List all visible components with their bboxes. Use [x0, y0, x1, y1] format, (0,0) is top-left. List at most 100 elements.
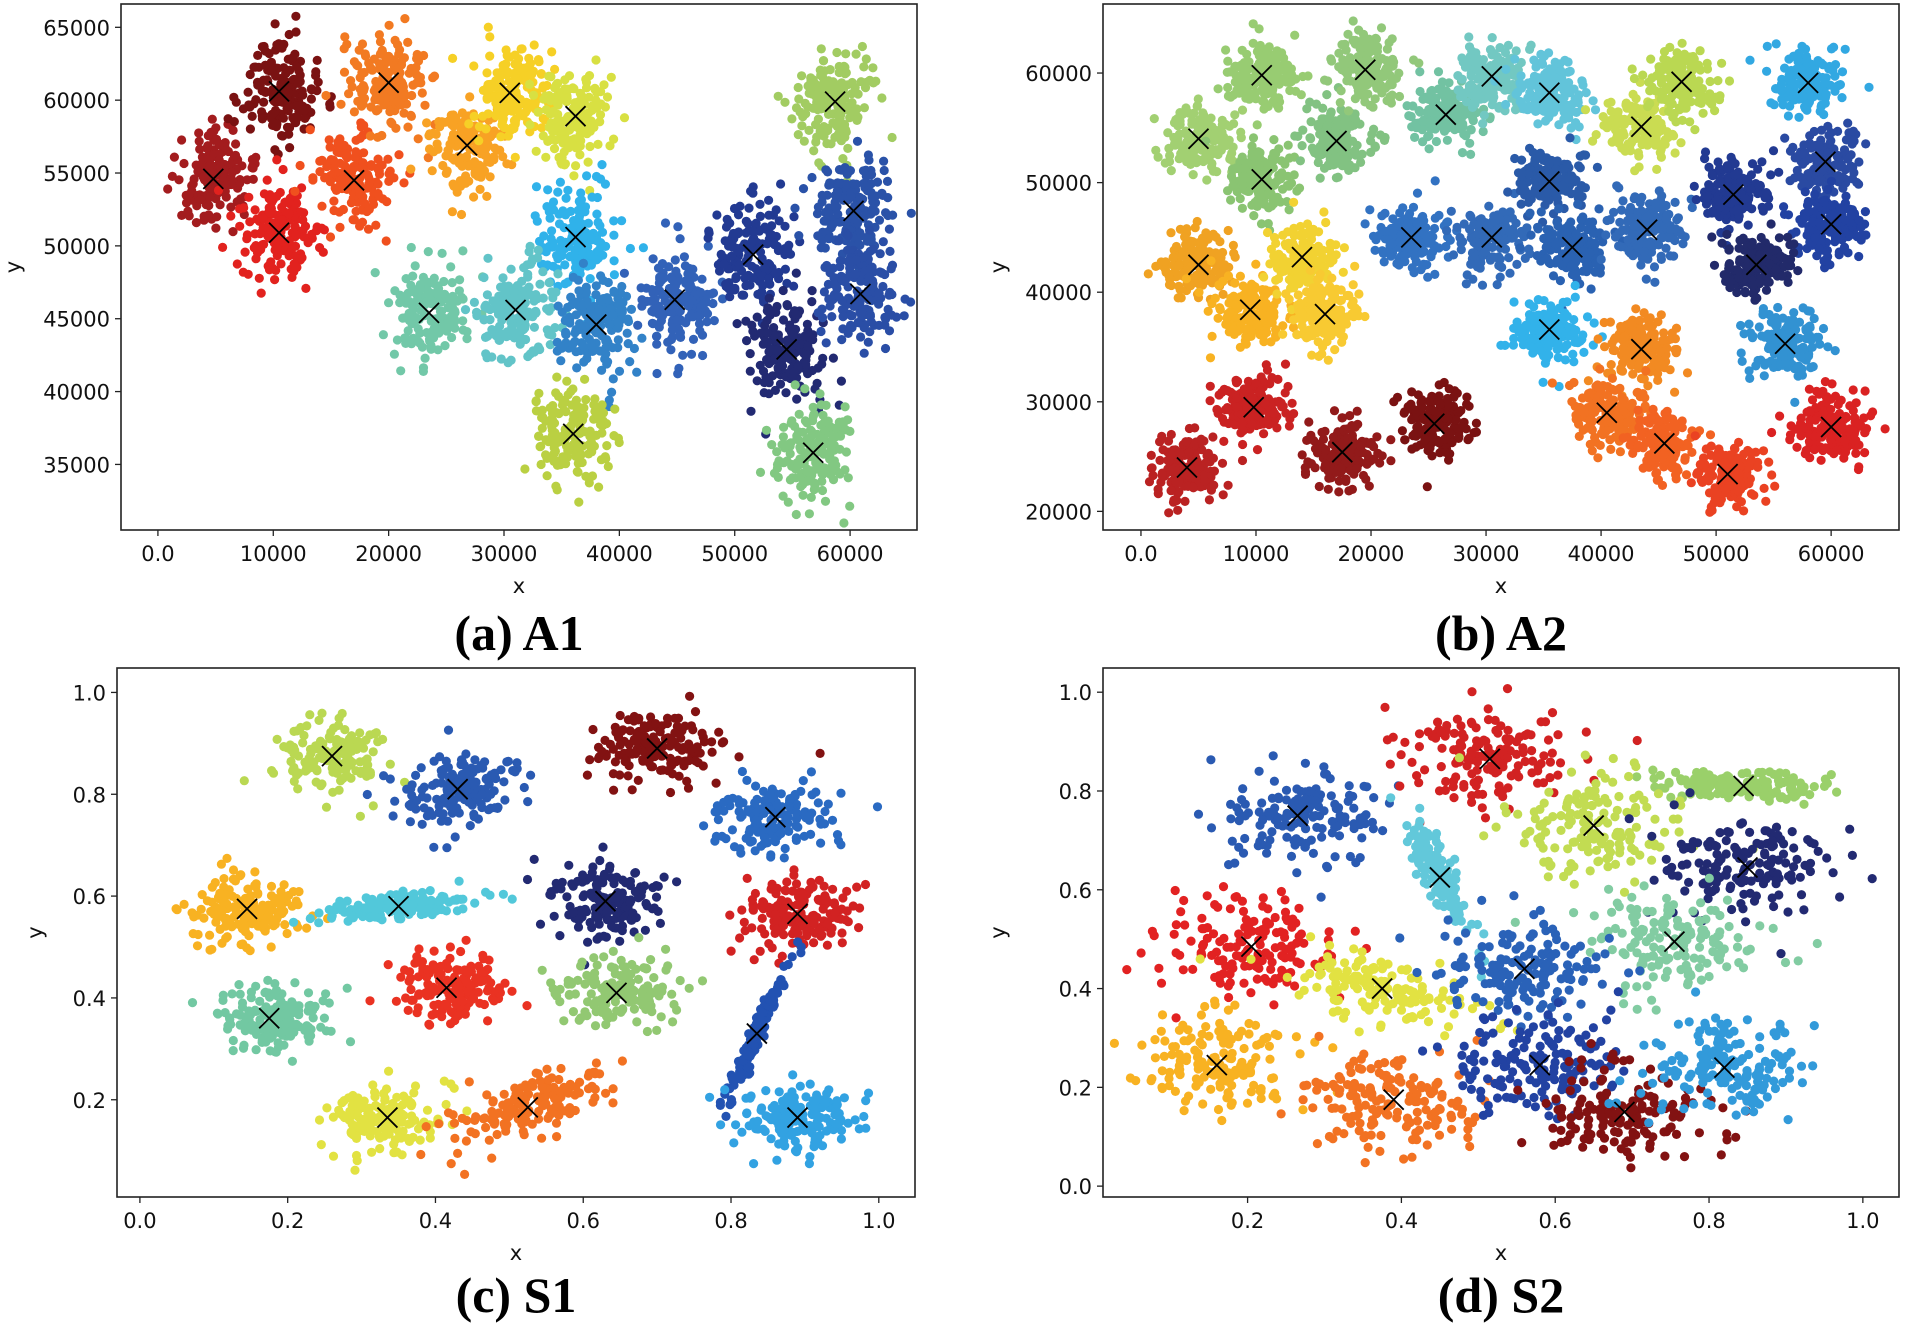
data-point — [816, 420, 826, 430]
data-point — [215, 162, 226, 172]
data-point — [479, 272, 489, 283]
data-point — [1563, 57, 1573, 67]
data-point — [1478, 119, 1488, 129]
data-point — [1382, 44, 1392, 54]
data-point — [1241, 80, 1251, 90]
data-point — [730, 285, 740, 295]
data-point — [289, 259, 299, 269]
data-point — [1478, 126, 1488, 137]
data-point — [244, 100, 254, 110]
data-point — [1226, 195, 1236, 205]
data-point — [1580, 105, 1591, 115]
data-point — [555, 177, 566, 187]
data-point — [510, 152, 520, 162]
data-point — [485, 84, 495, 94]
data-point — [857, 308, 867, 318]
data-point — [202, 143, 212, 153]
data-point — [351, 147, 361, 157]
data-point — [1313, 157, 1323, 168]
data-point — [232, 197, 242, 207]
data-point — [500, 107, 510, 118]
cluster-4 — [1320, 16, 1424, 116]
data-point — [590, 84, 600, 95]
data-point — [575, 443, 585, 453]
data-point — [1588, 96, 1598, 106]
data-point — [884, 290, 894, 300]
data-point — [1501, 64, 1511, 74]
data-point — [433, 144, 443, 154]
data-point — [747, 320, 757, 330]
data-point — [404, 296, 414, 307]
data-point — [303, 238, 313, 248]
data-point — [335, 222, 345, 232]
data-point — [579, 357, 589, 367]
data-point — [688, 334, 699, 344]
data-point — [617, 216, 627, 226]
cluster-1 — [223, 11, 336, 159]
data-point — [329, 196, 339, 206]
data-point — [292, 113, 302, 123]
data-point — [1221, 45, 1231, 55]
data-point — [551, 388, 561, 398]
data-point — [1248, 38, 1258, 48]
data-point — [764, 210, 774, 220]
data-point — [403, 122, 413, 132]
data-point — [623, 316, 634, 327]
data-point — [293, 78, 303, 88]
data-point — [291, 27, 301, 37]
data-point — [1236, 133, 1246, 143]
data-point — [255, 229, 265, 239]
data-point — [1266, 84, 1276, 94]
data-point — [1290, 30, 1300, 40]
data-point — [552, 372, 562, 382]
data-point — [581, 395, 591, 405]
data-point — [792, 394, 802, 404]
data-point — [816, 400, 826, 410]
data-point — [541, 435, 551, 445]
data-point — [829, 456, 840, 466]
data-point — [688, 264, 698, 274]
data-point — [1254, 51, 1264, 61]
data-point — [899, 311, 909, 321]
data-point — [625, 357, 635, 367]
data-point — [480, 332, 491, 342]
data-point — [1433, 67, 1444, 77]
data-point — [841, 425, 851, 435]
data-point — [373, 179, 383, 189]
data-point — [507, 123, 517, 133]
data-point — [564, 443, 574, 453]
data-point — [242, 175, 252, 185]
data-point — [1163, 128, 1173, 138]
data-point — [787, 114, 797, 124]
data-point — [521, 107, 531, 117]
data-point — [742, 336, 752, 346]
data-point — [374, 30, 384, 40]
data-point — [305, 125, 315, 135]
data-point — [741, 216, 751, 226]
data-point — [268, 263, 278, 273]
data-point — [1466, 149, 1476, 159]
data-point — [1225, 154, 1235, 164]
data-point — [826, 139, 836, 149]
data-point — [887, 260, 898, 270]
data-point — [1394, 68, 1404, 78]
data-point — [851, 179, 862, 189]
data-point — [325, 142, 335, 152]
data-point — [834, 236, 844, 246]
data-point — [1340, 67, 1350, 77]
data-point — [819, 449, 829, 459]
data-point — [424, 287, 435, 297]
data-point — [247, 154, 257, 165]
data-point — [240, 247, 250, 257]
data-point — [813, 231, 823, 241]
data-point — [560, 260, 570, 270]
data-point — [384, 20, 394, 30]
data-point — [1254, 24, 1264, 34]
data-point — [816, 326, 826, 337]
data-point — [514, 54, 524, 64]
data-point — [606, 72, 616, 82]
data-point — [571, 310, 581, 320]
data-point — [767, 230, 777, 240]
data-point — [1342, 58, 1352, 68]
data-point — [556, 356, 566, 366]
